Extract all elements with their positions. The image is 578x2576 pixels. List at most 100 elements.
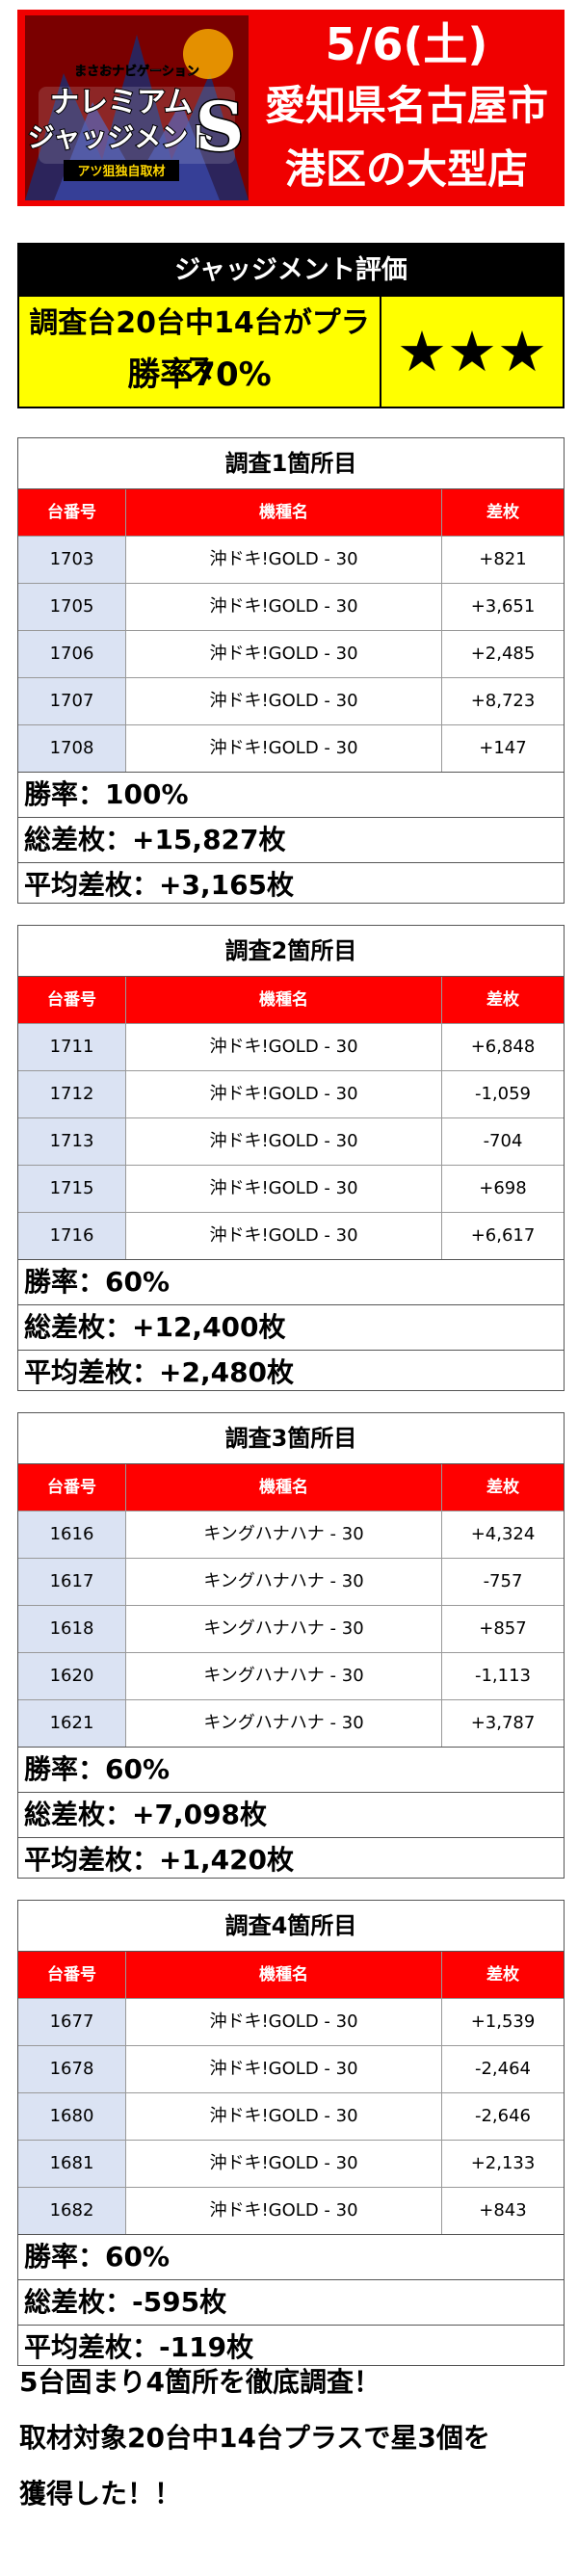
survey-average-diff: 平均差枚：-119枚 [18, 2325, 564, 2370]
survey-win-rate: 勝率：100% [18, 772, 564, 817]
survey-section: 調査2箇所目 台番号 機種名 差枚 1711 沖ドキ!GOLD - 30 +6,84… [17, 925, 565, 1391]
col-machine-no: 台番号 [18, 1952, 126, 1998]
machine-no: 1711 [18, 1024, 126, 1070]
diff-value: +2,133 [470, 2153, 536, 2173]
model-name: 沖ドキ!GOLD - 30 [126, 1118, 442, 1165]
machine-no: 1705 [18, 584, 126, 630]
model-name: キングハナハナ - 30 [126, 1511, 442, 1558]
table-row: 1708 沖ドキ!GOLD - 30 +147 [18, 724, 564, 772]
model-name: キングハナハナ - 30 [126, 1606, 442, 1652]
table-row: 1618 キングハナハナ - 30 +857 [18, 1605, 564, 1652]
machine-no: 1707 [18, 678, 126, 724]
survey-section: 調査4箇所目 台番号 機種名 差枚 1677 沖ドキ!GOLD - 30 +1,53… [17, 1900, 565, 2366]
machine-no: 1617 [18, 1559, 126, 1605]
diff-value: -1,113 [474, 1666, 532, 1686]
logo-caption-top: まさおナビゲーション [74, 64, 199, 79]
model-name: 沖ドキ!GOLD - 30 [126, 1071, 442, 1117]
diff-value: +857 [479, 1618, 527, 1639]
diff-value: +843 [479, 2200, 527, 2221]
col-model: 機種名 [126, 1952, 442, 1998]
judgement-summary: 調査台20台中14台がプラス [29, 306, 370, 386]
model-name: 沖ドキ!GOLD - 30 [126, 2141, 442, 2187]
survey-total-diff: 総差枚：+7,098枚 [18, 1792, 564, 1837]
survey-section: 調査3箇所目 台番号 機種名 差枚 1616 キングハナハナ - 30 +4,324… [17, 1412, 565, 1879]
table-row: 1716 沖ドキ!GOLD - 30 +6,617 [18, 1212, 564, 1259]
table-row: 1617 キングハナハナ - 30 -757 [18, 1558, 564, 1605]
table-header: 台番号 機種名 差枚 [18, 489, 564, 536]
table-header: 台番号 機種名 差枚 [18, 1464, 564, 1511]
machine-no: 1682 [18, 2188, 126, 2234]
col-diff: 差枚 [486, 503, 519, 522]
table-row: 1711 沖ドキ!GOLD - 30 +6,848 [18, 1023, 564, 1070]
table-header: 台番号 機種名 差枚 [18, 1952, 564, 1998]
machine-no: 1678 [18, 2046, 126, 2092]
table-row: 1713 沖ドキ!GOLD - 30 -704 [18, 1117, 564, 1165]
machine-no: 1708 [18, 725, 126, 772]
diff-value: +147 [479, 738, 527, 758]
diff-value: +821 [479, 549, 527, 569]
survey-total-diff: 総差枚：-595枚 [18, 2279, 564, 2325]
banner-text: 5/6(土) 愛知県名古屋市 港区の大型店 [249, 10, 565, 206]
table-row: 1616 キングハナハナ - 30 +4,324 [18, 1511, 564, 1558]
survey-average-diff: 平均差枚：+1,420枚 [18, 1837, 564, 1882]
survey-title: 調査4箇所目 [18, 1901, 564, 1952]
col-model: 機種名 [126, 489, 442, 536]
machine-no: 1618 [18, 1606, 126, 1652]
table-row: 1620 キングハナハナ - 30 -1,113 [18, 1652, 564, 1699]
diff-value: +2,485 [470, 644, 536, 664]
survey-average-diff: 平均差枚：+2,480枚 [18, 1350, 564, 1395]
judgement-win-rate: 勝率70% [127, 355, 272, 394]
table-row: 1682 沖ドキ!GOLD - 30 +843 [18, 2187, 564, 2234]
logo-image: まさおナビゲーション ナレミアム ジャッジメント S アツ狙独自取材 [25, 15, 249, 200]
col-machine-no: 台番号 [18, 489, 126, 536]
table-row: 1712 沖ドキ!GOLD - 30 -1,059 [18, 1070, 564, 1117]
machine-no: 1703 [18, 537, 126, 583]
col-diff: 差枚 [486, 1965, 519, 1985]
diff-value: -2,646 [474, 2106, 532, 2126]
machine-no: 1712 [18, 1071, 126, 1117]
banner: まさおナビゲーション ナレミアム ジャッジメント S アツ狙独自取材 5/6(土… [17, 10, 565, 206]
model-name: 沖ドキ!GOLD - 30 [126, 1024, 442, 1070]
machine-no: 1715 [18, 1166, 126, 1212]
diff-value: -757 [483, 1571, 523, 1591]
model-name: 沖ドキ!GOLD - 30 [126, 537, 442, 583]
model-name: キングハナハナ - 30 [126, 1700, 442, 1747]
machine-no: 1713 [18, 1118, 126, 1165]
table-row: 1715 沖ドキ!GOLD - 30 +698 [18, 1165, 564, 1212]
machine-no: 1716 [18, 1213, 126, 1259]
event-city: 愛知県名古屋市 [264, 82, 548, 129]
logo-line2: ジャッジメント [28, 121, 216, 153]
event-store: 港区の大型店 [284, 145, 528, 193]
table-header: 台番号 機種名 差枚 [18, 977, 564, 1023]
survey-win-rate: 勝率：60% [18, 1259, 564, 1304]
diff-value: -704 [483, 1131, 523, 1151]
logo-caption-bottom: アツ狙独自取材 [77, 164, 165, 179]
model-name: キングハナハナ - 30 [126, 1559, 442, 1605]
survey-win-rate: 勝率：60% [18, 1747, 564, 1792]
survey-total-diff: 総差枚：+12,400枚 [18, 1304, 564, 1350]
model-name: 沖ドキ!GOLD - 30 [126, 2046, 442, 2092]
diff-value: +698 [479, 1178, 527, 1198]
model-name: キングハナハナ - 30 [126, 1653, 442, 1699]
col-machine-no: 台番号 [18, 977, 126, 1023]
model-name: 沖ドキ!GOLD - 30 [126, 1166, 442, 1212]
logo-badge: S [196, 87, 245, 167]
col-diff: 差枚 [486, 1478, 519, 1497]
model-name: 沖ドキ!GOLD - 30 [126, 1213, 442, 1259]
logo-line1: ナレミアム [50, 86, 193, 119]
table-row: 1680 沖ドキ!GOLD - 30 -2,646 [18, 2092, 564, 2140]
judgement-box: ジャッジメント評価 調査台20台中14台がプラス 勝率70% ★★★ [17, 243, 565, 408]
diff-value: +3,787 [470, 1713, 536, 1733]
machine-no: 1706 [18, 631, 126, 677]
survey-average-diff: 平均差枚：+3,165枚 [18, 862, 564, 907]
machine-no: 1680 [18, 2093, 126, 2140]
diff-value: -1,059 [474, 1084, 532, 1104]
model-name: 沖ドキ!GOLD - 30 [126, 1999, 442, 2045]
table-row: 1705 沖ドキ!GOLD - 30 +3,651 [18, 583, 564, 630]
table-row: 1707 沖ドキ!GOLD - 30 +8,723 [18, 677, 564, 724]
col-machine-no: 台番号 [18, 1464, 126, 1511]
footer-summary: 5台固まり4箇所を徹底調査！ 取材対象20台中14台プラスで星3個を 獲得した！… [19, 2354, 559, 2522]
machine-no: 1621 [18, 1700, 126, 1747]
diff-value: -2,464 [474, 2059, 532, 2079]
table-row: 1677 沖ドキ!GOLD - 30 +1,539 [18, 1998, 564, 2045]
